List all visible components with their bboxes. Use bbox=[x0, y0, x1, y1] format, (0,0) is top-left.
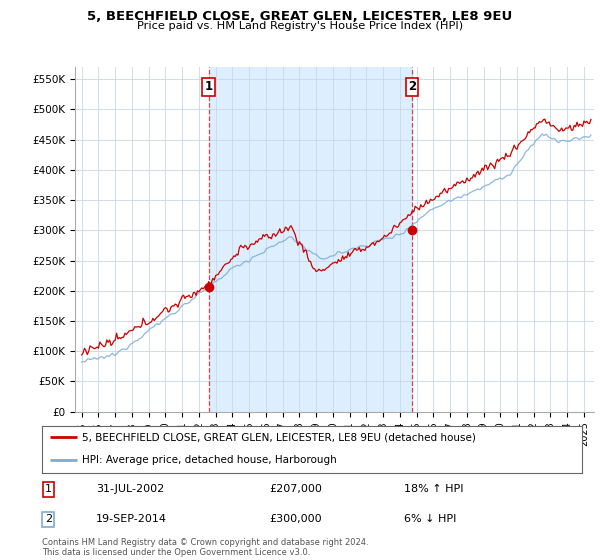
Text: £207,000: £207,000 bbox=[269, 484, 322, 494]
Text: HPI: Average price, detached house, Harborough: HPI: Average price, detached house, Harb… bbox=[83, 455, 337, 465]
Text: 1: 1 bbox=[45, 484, 52, 494]
Text: 2: 2 bbox=[408, 81, 416, 94]
Text: Contains HM Land Registry data © Crown copyright and database right 2024.
This d: Contains HM Land Registry data © Crown c… bbox=[42, 538, 368, 557]
Text: 31-JUL-2002: 31-JUL-2002 bbox=[96, 484, 164, 494]
Text: 19-SEP-2014: 19-SEP-2014 bbox=[96, 514, 167, 524]
Text: 1: 1 bbox=[205, 81, 212, 94]
Text: 18% ↑ HPI: 18% ↑ HPI bbox=[404, 484, 463, 494]
Bar bbox=[209, 67, 412, 412]
Text: 2: 2 bbox=[45, 514, 52, 524]
Text: 5, BEECHFIELD CLOSE, GREAT GLEN, LEICESTER, LE8 9EU: 5, BEECHFIELD CLOSE, GREAT GLEN, LEICEST… bbox=[88, 10, 512, 22]
Text: 6% ↓ HPI: 6% ↓ HPI bbox=[404, 514, 456, 524]
Text: Price paid vs. HM Land Registry's House Price Index (HPI): Price paid vs. HM Land Registry's House … bbox=[137, 21, 463, 31]
Text: £300,000: £300,000 bbox=[269, 514, 322, 524]
Text: 5, BEECHFIELD CLOSE, GREAT GLEN, LEICESTER, LE8 9EU (detached house): 5, BEECHFIELD CLOSE, GREAT GLEN, LEICEST… bbox=[83, 432, 476, 442]
